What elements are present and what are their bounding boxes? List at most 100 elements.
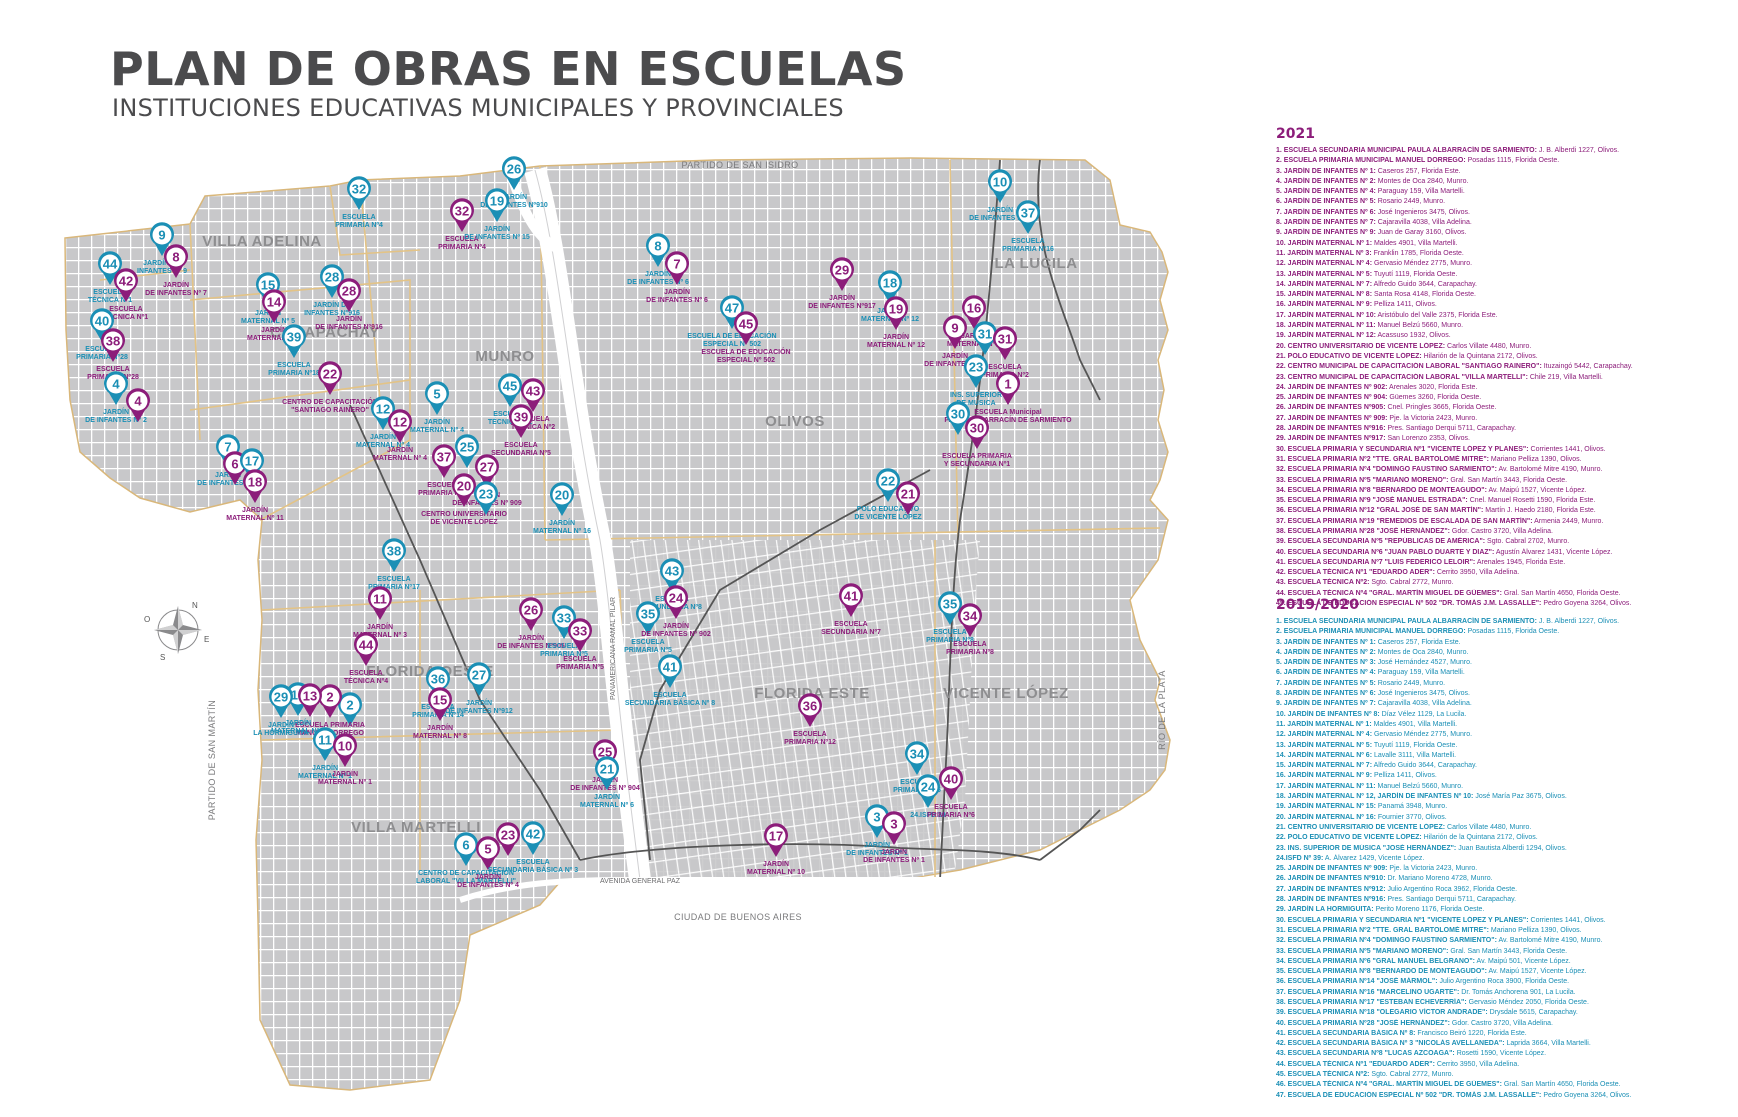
pin-2021-21[interactable]: 21 xyxy=(896,481,920,515)
pin-2019-25[interactable]: 25 xyxy=(455,434,479,468)
pin-label: DE INFANTES Nº916 xyxy=(315,324,383,331)
legend-item-address: Maldes 4901, Villa Martelli. xyxy=(1372,239,1458,247)
legend-item: 16. JARDÍN MATERNAL Nº 9: Pelliza 1411, … xyxy=(1276,771,1731,781)
pin-badge xyxy=(225,454,245,474)
legend-item-name: 41. ESCUELA SECUNDARIA BÁSICA Nº 8: xyxy=(1276,1029,1416,1037)
pin-2019-17[interactable]: 17 xyxy=(240,448,264,482)
pin-label: INFANTES Nº916 xyxy=(304,310,360,317)
legend-item-name: 33. ESCUELA PRIMARIA Nº5 "MARIANO MORENO… xyxy=(1276,476,1449,484)
legend-item-address: Cajaravilla 4038, Villa Adelina. xyxy=(1375,700,1472,708)
pin-label: PRIMARIA Nº5 xyxy=(624,647,672,654)
pin-label: JARDÍN xyxy=(645,269,671,278)
pin-2019-30[interactable]: 30 xyxy=(946,401,970,435)
pin-2019-31[interactable]: 31 xyxy=(973,321,997,355)
pin-2021-22[interactable]: 22 CENTRO DE CAPACITACIÓN"SANTIAGO RAINER… xyxy=(282,361,378,414)
pin-2021-23[interactable]: 23 xyxy=(496,822,520,856)
pin-badge xyxy=(948,404,968,424)
pin-2019-2[interactable]: 2 xyxy=(338,692,362,726)
pin-2021-4[interactable]: 4 xyxy=(126,388,150,422)
legend-item: 34. ESCUELA PRIMARIA Nº6 "GRAL MANUEL BE… xyxy=(1276,957,1731,967)
pin-number: 5 xyxy=(433,387,440,402)
pin-2019-23[interactable]: 23 xyxy=(474,481,498,515)
legend-item-name: 6. JARDÍN DE INFANTES Nº 5: xyxy=(1276,198,1376,206)
pin-badge xyxy=(832,260,852,280)
legend-item-address: J. B. Alberdi 1227, Olivos. xyxy=(1536,618,1620,625)
pin-badge xyxy=(867,807,887,827)
pin-2021-13[interactable]: 13 xyxy=(298,683,322,717)
legend-item: 14. JARDÍN MATERNAL Nº 7: Alfredo Guido … xyxy=(1276,280,1731,290)
pin-label: JARDÍN xyxy=(367,622,393,631)
pin-2019-24[interactable]: 24 24.ISFD 39 xyxy=(910,774,946,819)
pin-2021-25[interactable]: 25JARDÍNDE INFANTES Nº 904 xyxy=(570,739,640,792)
district-map[interactable]: PARTIDO DE SAN ISIDRO CIUDAD DE BUENOS A… xyxy=(0,0,1270,1117)
pin-label: SECUNDARIA BÁSICA Nº 8 xyxy=(625,698,715,707)
pin-label: INS. SUPERIOR xyxy=(950,392,1002,399)
pin-number: 14 xyxy=(267,295,282,310)
pin-label: JARDÍN xyxy=(103,407,129,416)
